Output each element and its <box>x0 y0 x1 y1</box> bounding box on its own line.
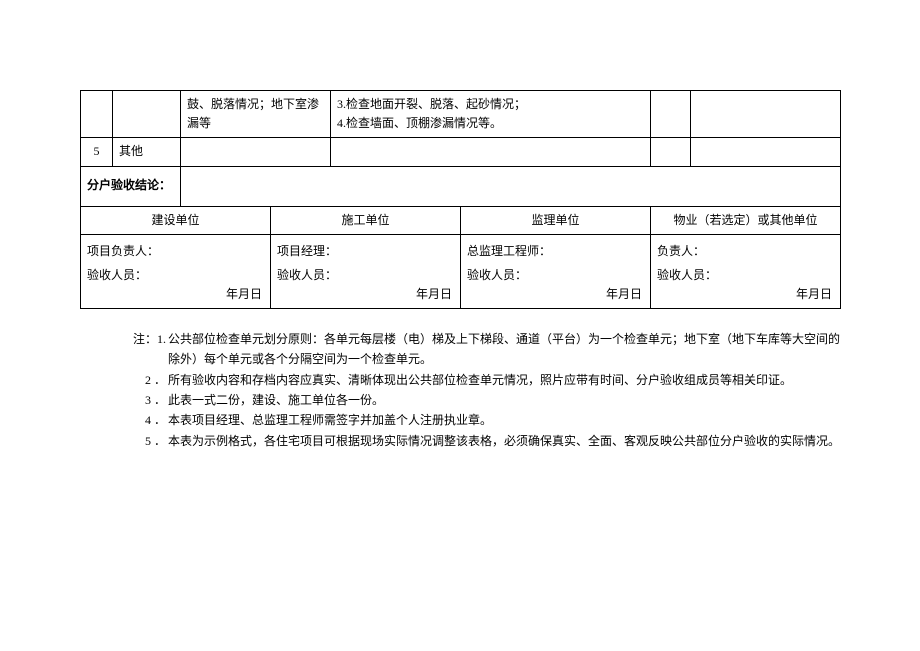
note-item: 4 ． 本表项目经理、总监理工程师需签字并加盖个人注册执业章。 <box>124 410 840 430</box>
note-num: 注：1. <box>124 329 168 370</box>
note-text: 此表一式二份，建设、施工单位各一份。 <box>168 390 840 410</box>
unit-header: 物业（若选定）或其他单位 <box>651 206 841 234</box>
table-row: 鼓、脱落情况；地下室渗漏等 3.检查地面开裂、脱落、起砂情况； 4.检查墙面、顶… <box>81 91 841 138</box>
sig-role: 验收人员： <box>467 263 644 287</box>
cell-line: 4.检查墙面、顶棚渗漏情况等。 <box>337 114 644 133</box>
cell-blank <box>691 91 841 138</box>
cell-blank <box>81 91 113 138</box>
cell-line: 3.检查地面开裂、脱落、起砂情况； <box>337 95 644 114</box>
cell-label: 其他 <box>113 138 181 166</box>
note-num: 4 ． <box>124 410 168 430</box>
cell-blank <box>113 91 181 138</box>
sig-role: 验收人员： <box>277 263 454 287</box>
sig-date: 年月日 <box>226 285 262 304</box>
note-text: 所有验收内容和存档内容应真实、清晰体现出公共部位检查单元情况，照片应带有时间、分… <box>168 370 840 390</box>
cell-blank <box>691 138 841 166</box>
note-num: 2 ． <box>124 370 168 390</box>
sig-role: 项目负责人： <box>87 239 264 263</box>
unit-header: 监理单位 <box>461 206 651 234</box>
conclusion-value <box>181 166 841 206</box>
cell-blank <box>651 138 691 166</box>
sig-role: 总监理工程师： <box>467 239 644 263</box>
cell-blank <box>651 91 691 138</box>
conclusion-row: 分户验收结论： <box>81 166 841 206</box>
note-item: 注：1. 公共部位检查单元划分原则：各单元每层楼（电）梯及上下梯段、通道（平台）… <box>124 329 840 370</box>
note-item: 3 ． 此表一式二份，建设、施工单位各一份。 <box>124 390 840 410</box>
sig-role: 负责人： <box>657 239 834 263</box>
conclusion-label: 分户验收结论： <box>81 166 181 206</box>
cell-text: 3.检查地面开裂、脱落、起砂情况； 4.检查墙面、顶棚渗漏情况等。 <box>331 91 651 138</box>
notes-block: 注：1. 公共部位检查单元划分原则：各单元每层楼（电）梯及上下梯段、通道（平台）… <box>80 329 840 451</box>
note-item: 5 ． 本表为示例格式，各住宅项目可根据现场实际情况调整该表格，必须确保真实、全… <box>124 431 840 451</box>
note-text: 公共部位检查单元划分原则：各单元每层楼（电）梯及上下梯段、通道（平台）为一个检查… <box>168 329 840 370</box>
cell-blank <box>181 138 331 166</box>
unit-header-row: 建设单位 施工单位 监理单位 物业（若选定）或其他单位 <box>81 206 841 234</box>
cell-text: 鼓、脱落情况；地下室渗漏等 <box>181 91 331 138</box>
inspection-table: 鼓、脱落情况；地下室渗漏等 3.检查地面开裂、脱落、起砂情况； 4.检查墙面、顶… <box>80 90 841 309</box>
sig-role: 验收人员： <box>87 263 264 287</box>
note-num: 3 ． <box>124 390 168 410</box>
sig-date: 年月日 <box>606 285 642 304</box>
signature-cell: 总监理工程师： 验收人员： 年月日 <box>461 234 651 308</box>
table-row: 5 其他 <box>81 138 841 166</box>
signature-cell: 项目负责人： 验收人员： 年月日 <box>81 234 271 308</box>
sig-role: 验收人员： <box>657 263 834 287</box>
unit-header: 建设单位 <box>81 206 271 234</box>
note-text: 本表为示例格式，各住宅项目可根据现场实际情况调整该表格，必须确保真实、全面、客观… <box>168 431 840 451</box>
sig-date: 年月日 <box>416 285 452 304</box>
cell-num: 5 <box>81 138 113 166</box>
sig-date: 年月日 <box>796 285 832 304</box>
signature-row: 项目负责人： 验收人员： 年月日 项目经理： 验收人员： 年月日 总监理工程师：… <box>81 234 841 308</box>
unit-header: 施工单位 <box>271 206 461 234</box>
signature-cell: 项目经理： 验收人员： 年月日 <box>271 234 461 308</box>
cell-blank <box>331 138 651 166</box>
sig-role: 项目经理： <box>277 239 454 263</box>
signature-cell: 负责人： 验收人员： 年月日 <box>651 234 841 308</box>
note-num: 5 ． <box>124 431 168 451</box>
note-text: 本表项目经理、总监理工程师需签字并加盖个人注册执业章。 <box>168 410 840 430</box>
note-item: 2 ． 所有验收内容和存档内容应真实、清晰体现出公共部位检查单元情况，照片应带有… <box>124 370 840 390</box>
